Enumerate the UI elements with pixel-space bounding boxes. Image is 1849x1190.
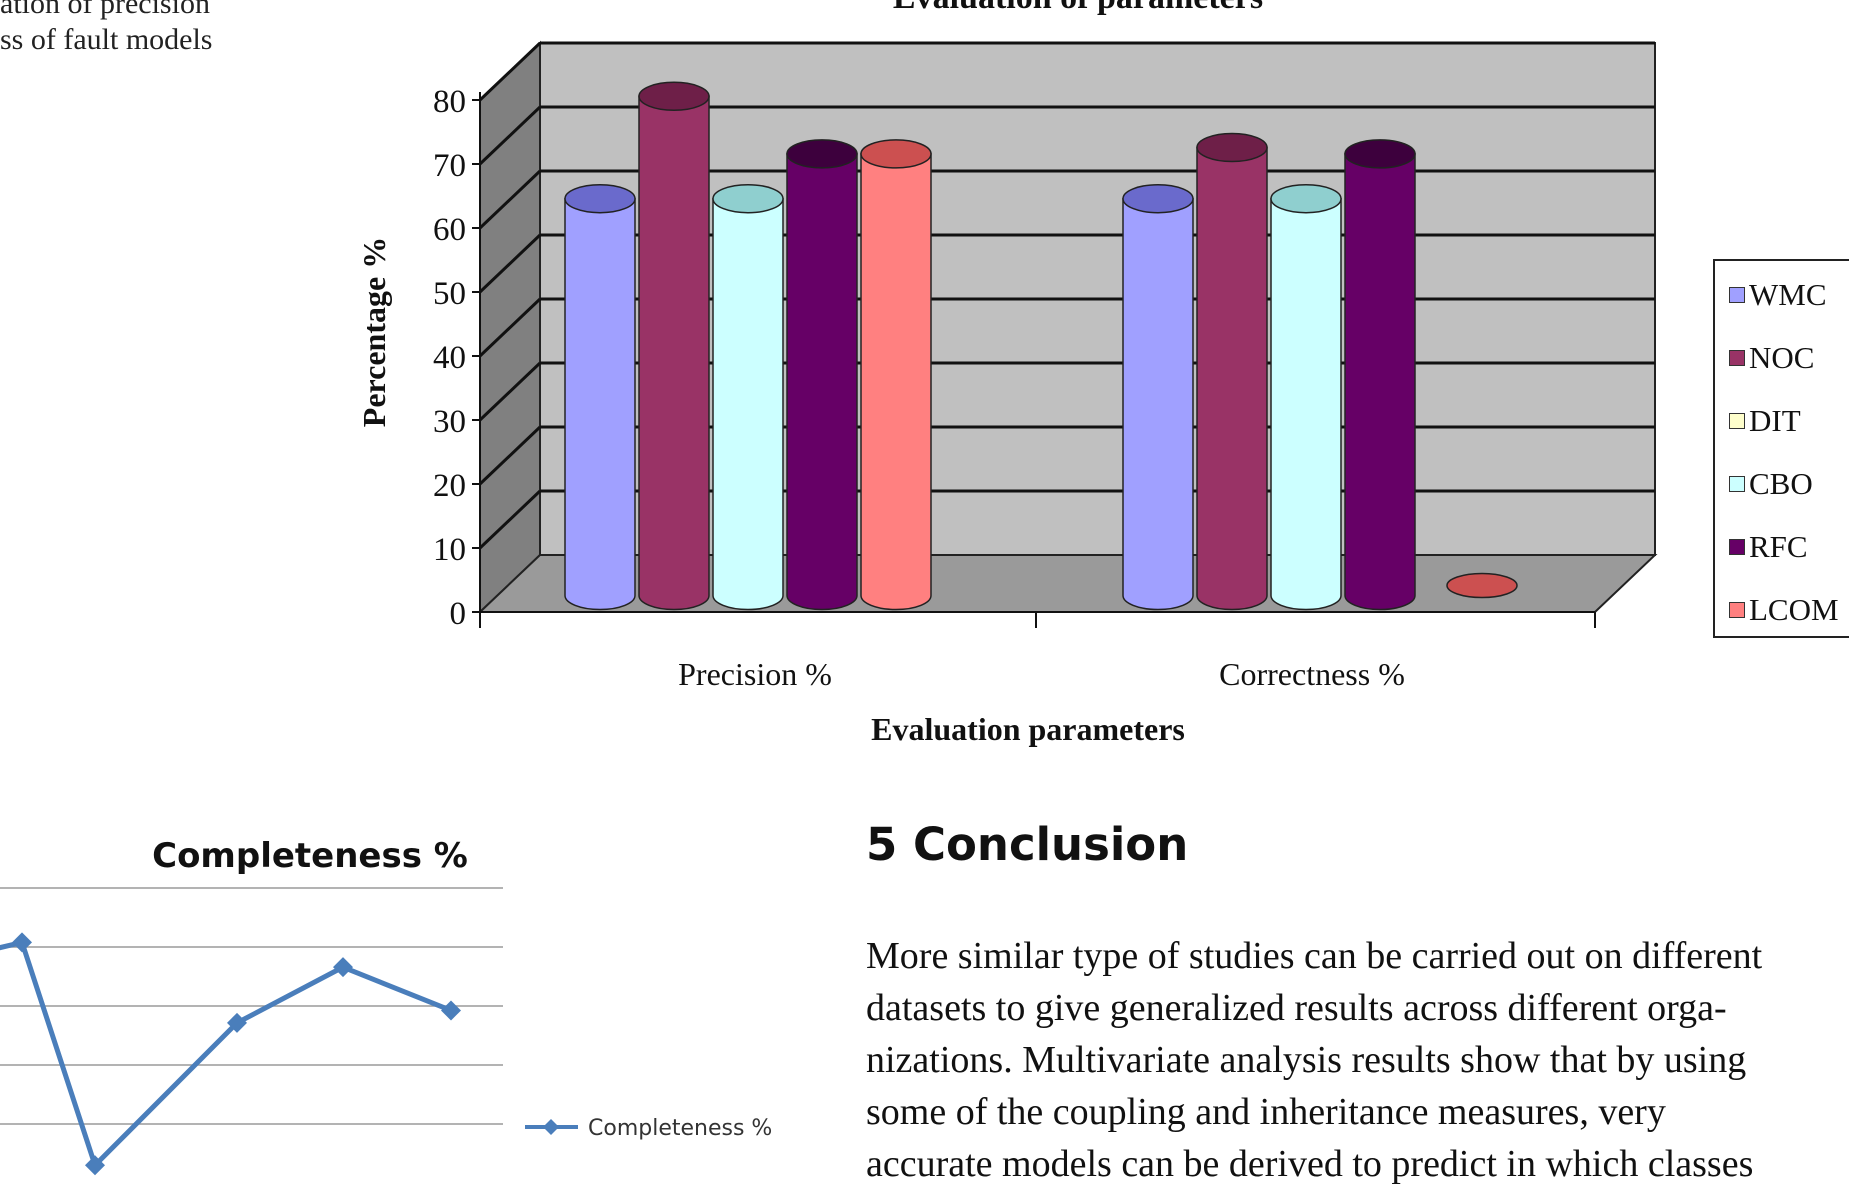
legend-item-dit: DIT <box>1729 403 1801 439</box>
legend-label: LCOM <box>1749 592 1839 627</box>
gridline <box>478 169 542 230</box>
y-tick-label: 60 <box>433 212 466 248</box>
legend-item-cbo: CBO <box>1729 466 1813 502</box>
completeness-line <box>0 939 452 1168</box>
legend-swatch <box>1729 350 1745 366</box>
y-tick-label: 20 <box>433 468 466 504</box>
chart-title: Evaluation of parameters <box>893 0 1263 16</box>
legend-swatch <box>1729 413 1745 429</box>
data-point-marker <box>12 932 32 953</box>
bar-cbo <box>1270 197 1342 611</box>
legend-swatch <box>1729 602 1745 618</box>
data-point-marker <box>85 1155 105 1176</box>
y-tick-label: 10 <box>433 532 466 568</box>
x-axis-title: Evaluation parameters <box>871 711 1185 747</box>
legend-swatch <box>1729 287 1745 303</box>
legend-label: WMC <box>1749 277 1827 312</box>
bar-wmc <box>1122 197 1194 611</box>
bar-top-cbo <box>1270 183 1342 214</box>
bar-top-rfc <box>1344 139 1416 169</box>
caption-line-1: ation of precision <box>0 0 210 20</box>
legend-label: CBO <box>1749 466 1813 501</box>
section-heading: 5 Conclusion <box>866 818 1189 871</box>
legend-label: DIT <box>1749 403 1801 438</box>
y-tick-label: 0 <box>450 596 467 632</box>
y-tick-label: 80 <box>433 84 466 120</box>
bar-noc <box>1196 146 1268 611</box>
x-tick-label: Correctness % <box>1219 656 1405 692</box>
bar-chart-legend: WMC NOC DIT CBO RFC LCOM <box>1713 259 1849 638</box>
line-chart-legend-label: Completeness % <box>588 1116 772 1141</box>
bar-top-lcom <box>860 139 932 169</box>
paragraph-line: datasets to give generalized results acr… <box>866 987 1727 1029</box>
legend-item-lcom: LCOM <box>1729 592 1839 628</box>
gridline <box>478 233 542 294</box>
gridline <box>478 489 542 550</box>
y-tick-label: 30 <box>433 404 466 440</box>
bar-top-noc <box>638 81 710 112</box>
legend-item-wmc: WMC <box>1729 277 1827 313</box>
gridline <box>478 425 542 486</box>
figure-caption: ation of precision ss of fault models <box>0 0 212 58</box>
bar-lcom <box>860 153 932 611</box>
bar-top-rfc <box>786 139 858 169</box>
y-tick-label: 50 <box>433 276 466 312</box>
bar-rfc <box>1344 153 1416 611</box>
gridline <box>478 105 542 166</box>
paragraph-line: accurate models can be derived to predic… <box>866 1143 1754 1185</box>
bar-noc <box>638 95 710 611</box>
paragraph-line: nizations. Multivariate analysis results… <box>866 1039 1747 1081</box>
bar-top-wmc <box>1122 183 1194 214</box>
gridline <box>478 41 542 102</box>
y-tick-label: 40 <box>433 340 466 376</box>
line-chart: Completeness % Completeness % <box>0 836 772 1176</box>
line-chart-title: Completeness % <box>152 836 468 876</box>
legend-label: NOC <box>1749 340 1815 375</box>
gridline <box>478 297 542 358</box>
bar-top-cbo <box>712 183 784 214</box>
legend-marker <box>543 1119 559 1135</box>
data-point-marker <box>227 1012 247 1033</box>
data-point-marker <box>441 1000 461 1021</box>
data-point-marker <box>333 957 353 978</box>
paragraph-line: More similar type of studies can be carr… <box>866 935 1763 977</box>
bar-wmc <box>564 197 636 611</box>
paragraph-line: some of the coupling and inheritance mea… <box>866 1091 1666 1133</box>
bar-cbo <box>712 197 784 611</box>
legend-label: RFC <box>1749 529 1808 564</box>
legend-item-noc: NOC <box>1729 340 1814 376</box>
y-axis-title: Percentage % <box>356 237 392 427</box>
y-tick-label: 70 <box>433 148 466 184</box>
bar-top-noc <box>1196 132 1268 163</box>
gridline <box>478 361 542 422</box>
bar-rfc <box>786 153 858 611</box>
bar-chart: 0 10 20 30 40 50 60 70 80 Precision % Correctness … <box>356 0 1658 747</box>
legend-swatch <box>1729 539 1745 555</box>
conclusion-paragraph: More similar type of studies can be carr… <box>866 930 1849 1190</box>
legend-swatch <box>1729 476 1745 492</box>
bar-lcom <box>1446 572 1518 599</box>
legend-item-rfc: RFC <box>1729 529 1808 565</box>
caption-line-2: ss of fault models <box>0 23 213 56</box>
bar-top-wmc <box>564 183 636 214</box>
x-tick-label: Precision % <box>678 656 832 692</box>
